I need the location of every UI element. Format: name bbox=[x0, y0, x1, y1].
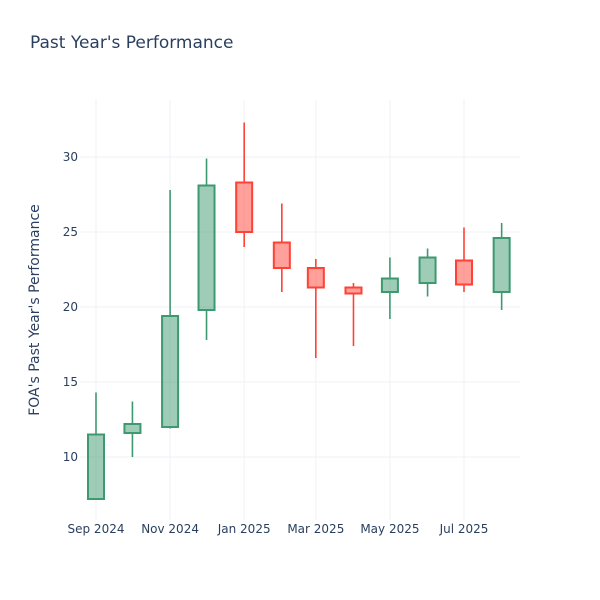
candle bbox=[161, 190, 180, 429]
candle-body bbox=[380, 277, 399, 293]
y-tick-label: 25 bbox=[63, 225, 78, 239]
candle-body bbox=[87, 433, 105, 500]
chart-title: Past Year's Performance bbox=[30, 33, 234, 53]
candle-body bbox=[161, 315, 180, 428]
candle bbox=[455, 227, 473, 292]
x-tick-label: May 2025 bbox=[360, 522, 419, 536]
candle-body bbox=[197, 184, 216, 311]
x-tick-label: Sep 2024 bbox=[68, 522, 125, 536]
x-axis-ticks: Sep 2024 Nov 2024 Jan 2025 Mar 2025 May 2025… bbox=[68, 522, 489, 536]
candle-body bbox=[455, 259, 473, 286]
x-tick-label: Mar 2025 bbox=[287, 522, 344, 536]
candle bbox=[492, 223, 511, 310]
candle bbox=[197, 158, 216, 340]
candle bbox=[235, 122, 254, 247]
candle-body bbox=[492, 237, 511, 293]
candle-body bbox=[272, 241, 291, 269]
y-tick-label: 30 bbox=[63, 150, 78, 164]
y-tick-label: 15 bbox=[63, 375, 78, 389]
candle bbox=[306, 259, 325, 358]
y-axis-ticks: 10 15 20 25 30 bbox=[63, 150, 78, 464]
grid-lines bbox=[80, 100, 520, 520]
candle-body bbox=[306, 267, 325, 289]
x-tick-label: Jul 2025 bbox=[439, 522, 489, 536]
candle bbox=[344, 283, 363, 346]
candle-body bbox=[235, 181, 254, 233]
y-tick-label: 10 bbox=[63, 450, 78, 464]
x-tick-label: Nov 2024 bbox=[141, 522, 199, 536]
candle-body bbox=[344, 286, 363, 295]
y-tick-label: 20 bbox=[63, 300, 78, 314]
x-tick-label: Jan 2025 bbox=[217, 522, 271, 536]
candle bbox=[272, 203, 291, 292]
candle bbox=[418, 248, 437, 297]
candle-body bbox=[418, 256, 437, 284]
candle bbox=[380, 257, 399, 319]
candles bbox=[87, 122, 511, 500]
candle bbox=[123, 401, 142, 457]
candle-body bbox=[123, 423, 142, 434]
candle bbox=[87, 392, 105, 500]
